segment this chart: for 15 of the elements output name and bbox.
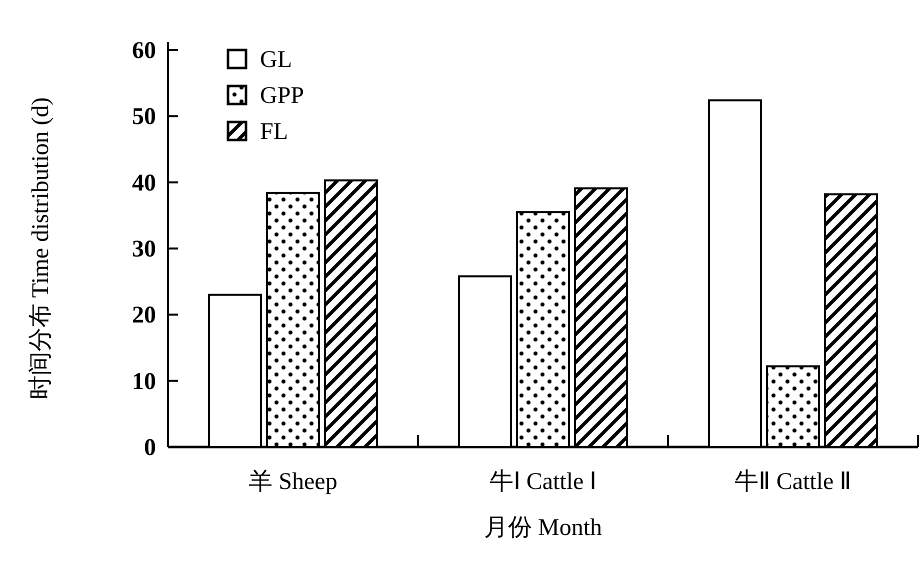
x-axis-title: 月份 Month (484, 515, 602, 541)
y-tick-label: 10 (132, 368, 156, 395)
y-axis-title: 时间分布 Time distribution (d) (28, 97, 54, 400)
y-tick-label: 20 (132, 302, 156, 329)
y-tick-label: 40 (132, 170, 156, 196)
legend-label: FL (260, 119, 288, 145)
x-tick-label: 牛Ⅱ Cattle Ⅱ (734, 469, 852, 495)
y-tick-label: 30 (132, 236, 156, 262)
legend-label: GPP (260, 83, 304, 109)
y-tick-label: 50 (132, 104, 156, 130)
x-tick-label: 羊 Sheep (248, 469, 338, 495)
legend-label: GL (260, 47, 292, 73)
y-tick-label: 0 (144, 435, 156, 461)
x-tick-label: 牛Ⅰ Cattle Ⅰ (489, 469, 597, 495)
y-tick-label: 60 (132, 38, 156, 64)
